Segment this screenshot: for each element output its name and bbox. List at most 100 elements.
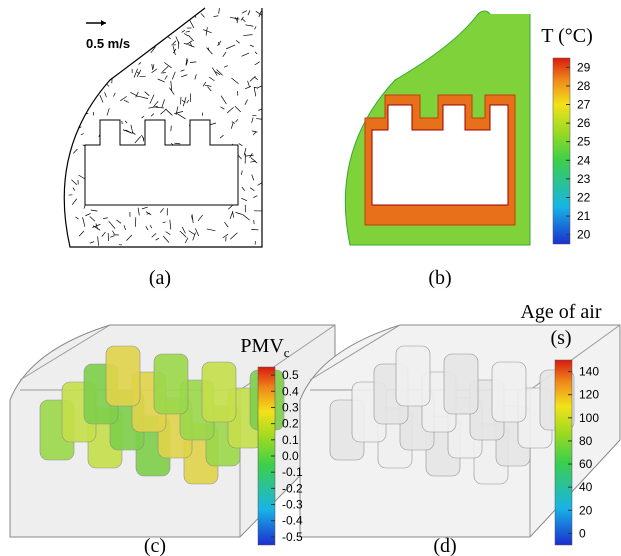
velocity-vector <box>71 57 74 60</box>
velocity-vector <box>142 39 143 46</box>
panel-a: 0.5 m/s (a) <box>55 2 265 289</box>
colorbar-tick-label: 100 <box>579 411 599 425</box>
scale-arrow-head <box>101 20 106 26</box>
velocity-vector <box>148 27 155 28</box>
colorbar-tick-label: 22 <box>577 191 591 205</box>
colorbar-tick-label: -0.5 <box>282 530 303 544</box>
panel-label: (a) <box>149 267 171 289</box>
velocity-vector <box>59 79 61 84</box>
velocity-vector <box>121 20 123 24</box>
velocity-vector <box>63 39 65 47</box>
velocity-vector <box>86 67 87 71</box>
colorbar-tick-label: 0.0 <box>282 449 299 463</box>
velocity-vector <box>93 2 98 10</box>
colorbar-tick-label: 0 <box>579 526 586 540</box>
velocity-vector <box>75 36 76 39</box>
seat <box>492 362 526 422</box>
velocity-vector <box>66 100 69 107</box>
colorbar-title: (s) <box>550 327 571 349</box>
colorbar-title-sub: c <box>284 345 290 360</box>
velocity-vector <box>60 88 65 91</box>
velocity-vector <box>169 16 173 22</box>
velocity-vector <box>166 27 169 31</box>
colorbar-tick-label: 140 <box>579 365 599 379</box>
velocity-vector <box>76 44 79 48</box>
velocity-vector <box>87 95 88 100</box>
colorbar-title: T (°C) <box>541 25 593 47</box>
velocity-vector <box>84 63 87 64</box>
colorbar-tick-label: 120 <box>579 388 599 402</box>
colorbar-tick-label: 28 <box>577 79 591 93</box>
colorbar-tick-label: 29 <box>577 60 591 74</box>
colorbar-tick-label: 0.5 <box>282 368 299 382</box>
colorbar-title: Age of air <box>520 301 601 323</box>
colorbar-title: PMVc <box>240 335 289 360</box>
velocity-vector <box>83 74 88 80</box>
velocity-vector <box>64 135 66 143</box>
colorbar-tick-label: 26 <box>577 116 591 130</box>
velocity-vector <box>169 17 178 18</box>
velocity-vector <box>74 48 80 52</box>
velocity-vector <box>98 71 107 75</box>
velocity-vector <box>68 52 70 55</box>
velocity-vector <box>65 93 71 101</box>
figure: 0.5 m/s (a) (b) T (°C) (c) PMVc (d) Age … <box>0 0 621 556</box>
velocity-vector <box>94 19 97 21</box>
colorbar: 29282726252423222120 <box>553 58 591 244</box>
colorbar-tick-label: 40 <box>579 480 593 494</box>
velocity-vector <box>61 87 62 90</box>
velocity-vector <box>129 14 130 23</box>
velocity-vector <box>57 124 60 125</box>
colorbar-tick-label: 80 <box>579 434 593 448</box>
colorbar-tick-label: 23 <box>577 172 591 186</box>
velocity-vector <box>57 237 60 240</box>
seat <box>396 346 430 406</box>
velocity-vector <box>137 33 144 37</box>
velocity-vector <box>168 16 170 21</box>
colorbar-tick-label: 27 <box>577 98 591 112</box>
scale-label: 0.5 m/s <box>86 36 130 51</box>
velocity-vector <box>64 90 68 95</box>
velocity-vector <box>64 134 67 136</box>
velocity-vector <box>126 55 131 59</box>
seat <box>444 354 478 414</box>
panel-label: (d) <box>433 535 456 556</box>
velocity-vector <box>131 31 136 32</box>
velocity-vector <box>104 68 107 71</box>
velocity-vector <box>76 83 84 87</box>
velocity-vector <box>149 34 157 36</box>
colorbar-tick-label: 60 <box>579 457 593 471</box>
colorbar-tick-label: -0.3 <box>282 498 303 512</box>
panel-label: (b) <box>428 267 451 289</box>
velocity-vector <box>77 72 79 79</box>
velocity-vector <box>61 56 64 57</box>
velocity-vector <box>146 26 154 32</box>
velocity-vector <box>147 47 152 48</box>
velocity-vector <box>158 22 159 28</box>
velocity-vector <box>69 24 74 29</box>
velocity-vector <box>156 12 160 20</box>
colorbar-tick-label: 20 <box>577 228 591 242</box>
velocity-vector <box>136 55 139 57</box>
colorbar-gradient <box>555 360 572 545</box>
colorbar-tick-label: 25 <box>577 135 591 149</box>
velocity-vector <box>78 113 84 114</box>
velocity-vector <box>78 25 80 28</box>
velocity-vector <box>77 91 81 97</box>
velocity-vector <box>187 11 193 12</box>
velocity-vector <box>116 15 117 21</box>
velocity-vector <box>65 119 67 123</box>
velocity-vector <box>63 68 67 72</box>
velocity-vector <box>156 24 164 29</box>
velocity-vector <box>61 97 71 99</box>
colorbar-tick-label: -0.2 <box>282 481 303 495</box>
colorbar-tick-label: 0.4 <box>282 384 299 398</box>
seat <box>106 346 140 406</box>
velocity-vector <box>61 81 64 83</box>
velocity-vector <box>126 31 128 35</box>
velocity-vector <box>61 138 62 145</box>
seat <box>202 362 236 422</box>
velocity-vector <box>84 18 90 19</box>
colorbar-tick-label: 0.3 <box>282 400 299 414</box>
velocity-vector <box>74 62 78 67</box>
